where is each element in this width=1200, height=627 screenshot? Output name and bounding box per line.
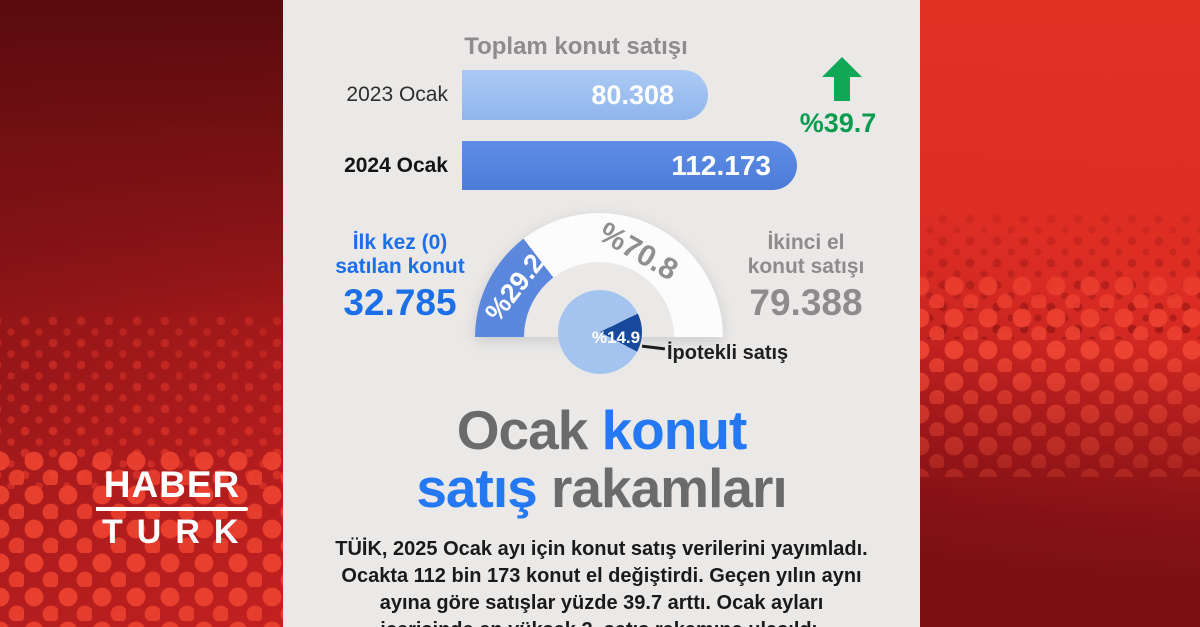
logo-divider	[96, 507, 248, 511]
bar-2024: 112.173	[462, 141, 797, 190]
body-line-2: Ocakta 112 bin 173 konut el değiştirdi. …	[341, 565, 862, 587]
mortgage-pct: %14.9	[591, 328, 641, 347]
infographic-panel: Toplam konut satışı 2023 Ocak 80.308 202…	[283, 0, 920, 627]
second-hand-label-line1: İkinci el	[767, 231, 845, 254]
second-hand-value: 79.388	[749, 282, 863, 323]
mortgage-pie-chart: %14.9	[558, 290, 642, 374]
headline-word-konut: konut	[601, 399, 748, 461]
red-gradient-overlay	[0, 0, 283, 627]
first-hand-label-line1: İlk kez (0)	[352, 231, 448, 254]
left-red-background	[0, 0, 283, 627]
bar-2023: 80.308	[462, 70, 708, 120]
second-hand-stat: İkinci el konut satışı 79.388	[691, 231, 920, 325]
haberturk-logo: HABER TURK	[95, 466, 249, 549]
arrow-up-icon	[822, 57, 862, 101]
first-hand-stat: İlk kez (0) satılan konut 32.785	[285, 231, 515, 325]
headline-line2: satış rakamları	[283, 460, 920, 516]
headline-word-satis: satış	[416, 457, 537, 519]
body-line-1: TÜİK, 2025 Ocak ayı için konut satış ver…	[335, 538, 868, 560]
bar-value-2024: 112.173	[671, 149, 771, 181]
first-hand-value: 32.785	[343, 282, 457, 323]
bar-label-2024: 2024 Ocak	[344, 154, 448, 177]
headline-line1: Ocak konut	[283, 402, 920, 458]
body-line-4: içerisinde en yüksek 2. satış rakamına u…	[283, 617, 920, 627]
bar-label-2023: 2023 Ocak	[346, 83, 448, 106]
first-hand-label-line2: satılan konut	[335, 255, 465, 278]
bar-chart-title: Toplam konut satışı	[464, 33, 688, 60]
body-paragraph: TÜİK, 2025 Ocak ayı için konut satış ver…	[283, 536, 920, 627]
logo-line-haber: HABER	[103, 464, 241, 505]
right-red-background	[920, 0, 1200, 627]
mortgage-leader-line	[641, 344, 666, 350]
headline-word-ocak: Ocak	[456, 399, 602, 461]
second-hand-label-line2: konut satışı	[747, 255, 865, 278]
logo-line-turk: TURK	[102, 513, 253, 551]
bar-value-2023: 80.308	[591, 79, 674, 110]
red-gradient-overlay-bottom	[920, 0, 1200, 627]
mortgage-label: İpotekli satış	[667, 342, 789, 364]
headline-word-rakamlari: rakamları	[536, 457, 788, 519]
growth-percentage: %39.7	[799, 108, 877, 138]
body-line-3: ayına göre satışlar yüzde 39.7 arttı. Oc…	[379, 592, 824, 614]
